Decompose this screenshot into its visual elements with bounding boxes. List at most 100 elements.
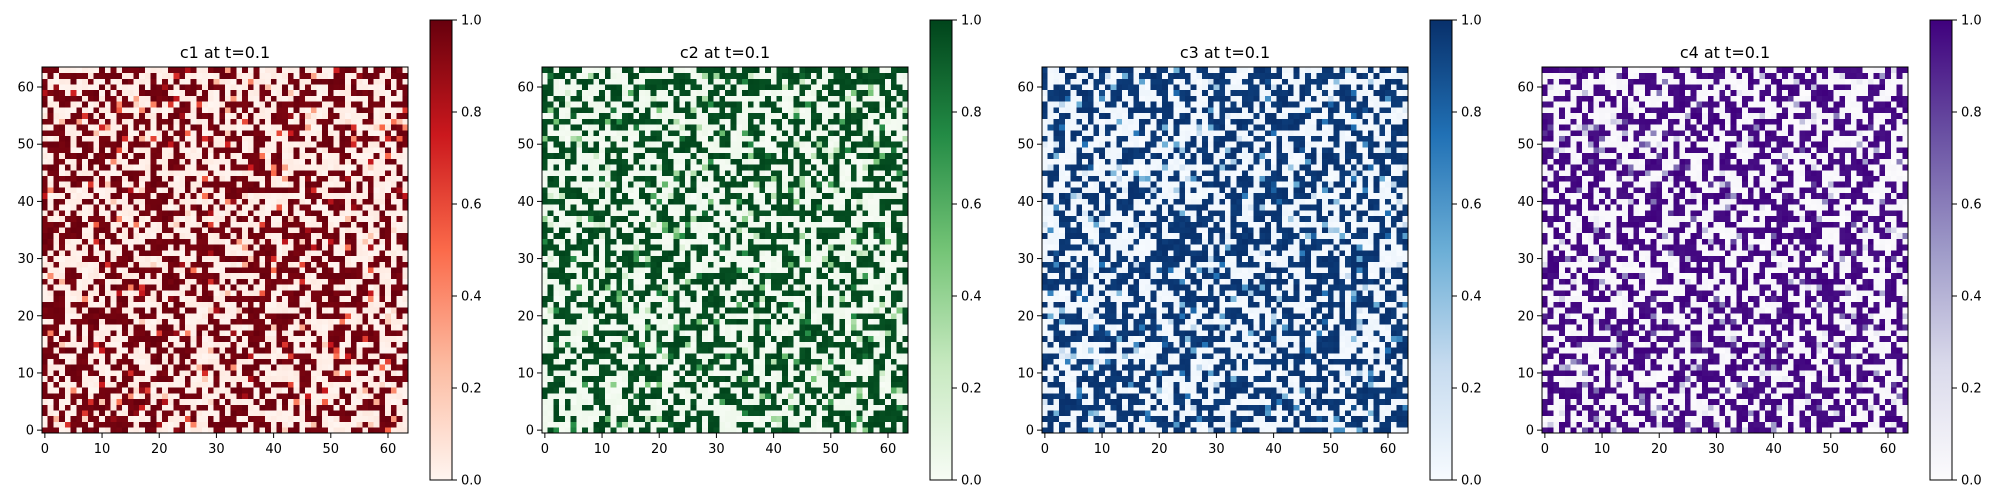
heatmap-cell	[111, 193, 117, 199]
heatmap-cell	[385, 353, 391, 359]
heatmap-cell	[254, 216, 260, 222]
heatmap-cell	[345, 101, 351, 107]
heatmap-cell	[42, 404, 48, 410]
heatmap-cell	[725, 410, 731, 416]
heatmap-cell	[82, 193, 88, 199]
heatmap-cell	[76, 261, 82, 267]
heatmap-cell	[662, 427, 668, 433]
heatmap-cell	[93, 290, 99, 296]
heatmap-cell	[339, 279, 345, 285]
heatmap-cell	[82, 210, 88, 216]
heatmap-cell	[397, 187, 403, 193]
heatmap-cell	[891, 359, 897, 365]
heatmap-cell	[254, 324, 260, 330]
heatmap-cell	[345, 67, 351, 73]
heatmap-cell	[128, 187, 134, 193]
heatmap-cell	[219, 301, 225, 307]
heatmap-cell	[765, 427, 771, 433]
heatmap-cell	[191, 296, 197, 302]
heatmap-cell	[88, 170, 94, 176]
heatmap-cell	[385, 118, 391, 124]
heatmap-cell	[145, 427, 151, 433]
heatmap-cell	[111, 353, 117, 359]
heatmap-cell	[93, 307, 99, 313]
heatmap-cell	[368, 210, 374, 216]
heatmap-cell	[362, 250, 368, 256]
heatmap-cell	[339, 296, 345, 302]
heatmap-cell	[248, 364, 254, 370]
heatmap-cell	[271, 67, 277, 73]
heatmap-cell	[231, 159, 237, 165]
heatmap-cell	[391, 141, 397, 147]
heatmap-cell	[828, 393, 834, 399]
heatmap-cell	[145, 101, 151, 107]
heatmap-cell	[265, 382, 271, 388]
heatmap-cell	[605, 376, 611, 382]
heatmap-cell	[305, 244, 311, 250]
heatmap-cell	[191, 221, 197, 227]
heatmap-cell	[128, 233, 134, 239]
heatmap-cell	[328, 387, 334, 393]
heatmap-cell	[134, 118, 140, 124]
heatmap-cell	[48, 78, 54, 84]
heatmap-cell	[879, 376, 885, 382]
heatmap-cell	[345, 359, 351, 365]
heatmap-cell	[553, 364, 559, 370]
heatmap-cell	[674, 427, 680, 433]
heatmap-cell	[368, 90, 374, 96]
heatmap-cell	[299, 233, 305, 239]
heatmap-cell	[674, 422, 680, 428]
heatmap-cell	[59, 216, 65, 222]
heatmap-cell	[151, 216, 157, 222]
heatmap-cell	[708, 410, 714, 416]
y-tick-label: 20	[17, 309, 34, 324]
heatmap-cell	[328, 324, 334, 330]
heatmap-cell	[851, 427, 857, 433]
heatmap-cell	[76, 113, 82, 119]
heatmap-cell	[311, 279, 317, 285]
heatmap-cell	[357, 101, 363, 107]
heatmap-cell	[288, 330, 294, 336]
heatmap-cell	[254, 267, 260, 273]
heatmap-cell	[162, 404, 168, 410]
heatmap-cell	[345, 364, 351, 370]
heatmap-cell	[162, 221, 168, 227]
heatmap-cell	[231, 427, 237, 433]
heatmap-cell	[111, 416, 117, 422]
heatmap-cell	[782, 359, 788, 365]
heatmap-cell	[134, 399, 140, 405]
heatmap-cell	[65, 370, 71, 376]
heatmap-cell	[288, 210, 294, 216]
heatmap-cell	[317, 73, 323, 79]
heatmap-cell	[839, 364, 845, 370]
heatmap-cell	[368, 387, 374, 393]
heatmap-cell	[328, 67, 334, 73]
heatmap-cell	[674, 399, 680, 405]
heatmap-cell	[271, 364, 277, 370]
heatmap-cell	[379, 313, 385, 319]
heatmap-cell	[674, 359, 680, 365]
heatmap-cell	[345, 250, 351, 256]
heatmap-cell	[105, 250, 111, 256]
heatmap-cell	[294, 159, 300, 165]
heatmap-cell	[254, 370, 260, 376]
heatmap-cell	[571, 422, 577, 428]
heatmap-cell	[374, 250, 380, 256]
heatmap-cell	[288, 96, 294, 102]
heatmap-cell	[139, 313, 145, 319]
heatmap-cell	[794, 416, 800, 422]
heatmap-cell	[897, 399, 903, 405]
heatmap-cell	[845, 359, 851, 365]
heatmap-cell	[265, 187, 271, 193]
heatmap-cell	[42, 284, 48, 290]
heatmap-cell	[379, 244, 385, 250]
heatmap-cell	[379, 347, 385, 353]
heatmap-cell	[53, 324, 59, 330]
heatmap-cell	[128, 376, 134, 382]
heatmap-cell	[794, 410, 800, 416]
heatmap-cell	[93, 233, 99, 239]
heatmap-cell	[651, 387, 657, 393]
heatmap-cell	[76, 427, 82, 433]
heatmap-cell	[168, 176, 174, 182]
heatmap-cell	[402, 290, 408, 296]
